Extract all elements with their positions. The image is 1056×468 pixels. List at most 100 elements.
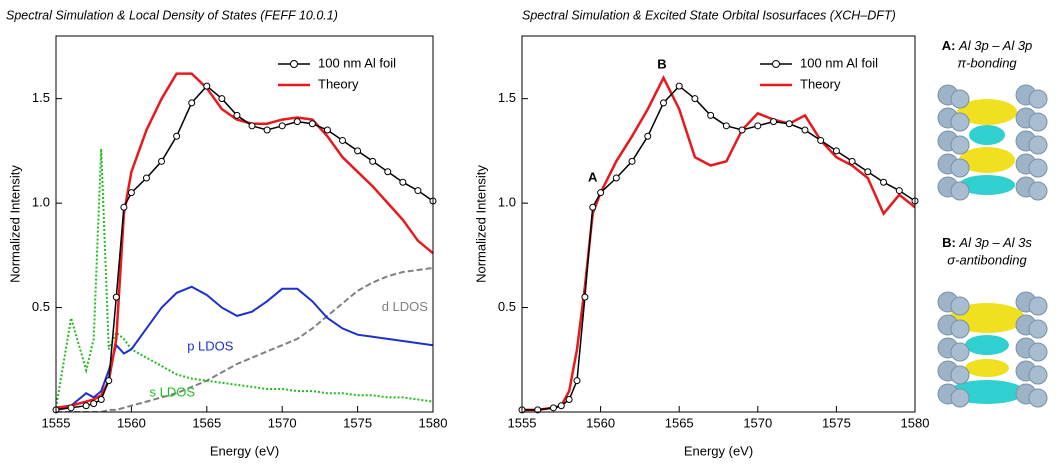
panel-name: Al 3p – Al 3p [958,38,1032,53]
atom [1028,319,1048,339]
data-point [722,122,730,130]
legend-label: 100 nm Al foil [318,55,396,70]
panel-name: Al 3p – Al 3s [958,235,1032,250]
data-point [384,168,392,176]
atom [1028,342,1048,362]
data-point [414,187,422,195]
data-point [233,111,241,119]
data-point [188,99,196,107]
data-point [127,189,135,197]
data-point [785,120,793,128]
chart-title: Spectral Simulation & Excited State Orbi… [522,8,896,22]
data-point [880,178,888,186]
x-tick-label: 1565 [665,415,694,430]
data-point [817,136,825,144]
data-point [105,377,113,385]
data-point [707,111,715,119]
plot-frame [55,35,434,413]
data-point [801,126,809,134]
series-label: d LDOS [382,299,429,314]
atom [950,319,970,339]
x-tick-label: 1580 [419,415,448,430]
y-tick-label: 1.5 [498,90,516,105]
panel-subtitle: σ-antibonding [947,252,1027,267]
x-tick-label: 1555 [42,415,71,430]
x-tick-label: 1570 [268,415,297,430]
data-point [597,189,605,197]
data-point [323,126,331,134]
plot-frame [521,35,916,413]
data-point [248,122,256,130]
data-point [675,82,683,90]
data-point [67,404,75,412]
data-point [218,95,226,103]
atom [950,365,970,385]
data-point [557,402,565,410]
data-point [278,122,286,130]
atom [1028,365,1048,385]
data-point [293,118,301,126]
legend-marker [772,60,780,68]
series-line [56,148,433,408]
x-axis-label: Energy (eV) [210,443,279,458]
data-point [263,126,271,134]
data-point [589,203,597,211]
x-tick-label: 1575 [822,415,851,430]
data-point [339,136,347,144]
data-point [691,95,699,103]
y-tick-label: 0.5 [498,299,516,314]
data-point [770,118,778,126]
data-point [369,157,377,165]
annotation: A [588,169,598,184]
data-point [612,174,620,182]
x-tick-label: 1560 [117,415,146,430]
atom [1028,158,1048,178]
data-point [832,147,840,155]
series-line [56,266,433,412]
series-label: s LDOS [149,385,195,400]
y-tick-label: 1.0 [32,195,50,210]
orbital-b [937,291,1048,408]
atom [1028,296,1048,316]
data-point [659,99,667,107]
x-tick-label: 1570 [743,415,772,430]
data-point [738,126,746,134]
y-tick-label: 1.5 [32,90,50,105]
series-line [522,75,915,412]
series-line [56,72,433,410]
atom [950,89,970,109]
chart-title: Spectral Simulation & Local Density of S… [6,8,338,22]
atom [950,342,970,362]
atom [1028,388,1048,408]
legend-label: Theory [318,76,359,91]
y-tick-label: 1.0 [498,195,516,210]
data-point [354,147,362,155]
data-point [90,400,98,408]
data-point [628,157,636,165]
data-point [203,82,211,90]
data-point [308,120,316,128]
atom [950,296,970,316]
data-point [120,203,128,211]
y-axis-label: Normalized Intensity [7,165,22,283]
legend-label: 100 nm Al foil [800,55,878,70]
atom [1028,112,1048,132]
data-point [864,168,872,176]
x-tick-label: 1560 [586,415,615,430]
x-tick-label: 1565 [192,415,221,430]
atom [950,181,970,201]
atom [950,135,970,155]
data-point [97,395,105,403]
legend-marker [290,60,298,68]
data-point [173,132,181,140]
atom [1028,181,1048,201]
y-axis-label: Normalized Intensity [473,165,488,283]
data-point [754,122,762,130]
data-point [534,406,542,414]
orbital-a [937,84,1048,201]
panel-title: A: Al 3p – Al 3p [942,38,1033,53]
panel-tag: B: [942,235,956,250]
panel-title: B: Al 3p – Al 3s [942,235,1032,250]
data-point [142,174,150,182]
